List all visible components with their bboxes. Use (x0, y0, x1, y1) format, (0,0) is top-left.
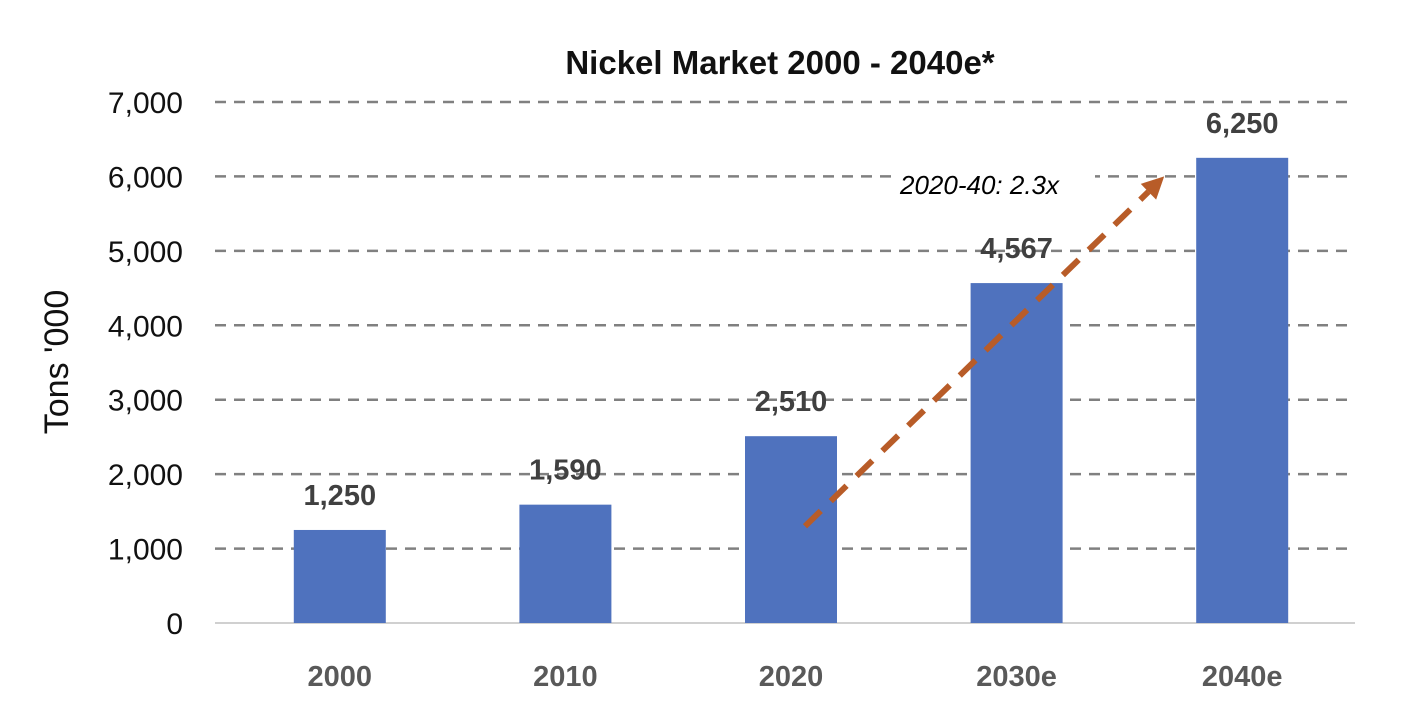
y-tick-label: 0 (166, 608, 183, 641)
bar (745, 436, 837, 623)
annotation-text: 2020-40: 2.3x (899, 170, 1060, 200)
bar (293, 529, 386, 623)
data-label: 1,590 (529, 455, 602, 487)
annotation-background (895, 164, 1095, 202)
growth-arrow-line (802, 189, 1151, 529)
y-tick-label: 5,000 (108, 236, 183, 269)
x-tick-label: 2000 (308, 661, 373, 693)
y-tick-label: 6,000 (108, 161, 183, 194)
y-tick-label: 4,000 (108, 310, 183, 343)
data-label: 6,250 (1206, 108, 1279, 140)
y-tick-label: 3,000 (108, 385, 183, 418)
data-label: 2,510 (755, 386, 828, 418)
chart-title: Nickel Market 2000 - 2040e* (565, 44, 994, 81)
x-tick-label: 2040e (1202, 661, 1283, 693)
data-label: 4,567 (980, 233, 1053, 265)
y-tick-label: 1,000 (108, 534, 183, 567)
bar (519, 504, 612, 623)
x-tick-label: 2010 (533, 661, 598, 693)
x-tick-label: 2020 (759, 661, 824, 693)
y-tick-label: 2,000 (108, 459, 183, 492)
bar (970, 283, 1063, 623)
arrowhead-icon (1140, 176, 1165, 200)
bar (1196, 157, 1289, 624)
x-tick-label: 2030e (976, 661, 1057, 693)
data-label: 1,250 (304, 480, 377, 512)
y-tick-label: 7,000 (108, 87, 183, 120)
y-axis-label: Tons '000 (38, 290, 76, 434)
